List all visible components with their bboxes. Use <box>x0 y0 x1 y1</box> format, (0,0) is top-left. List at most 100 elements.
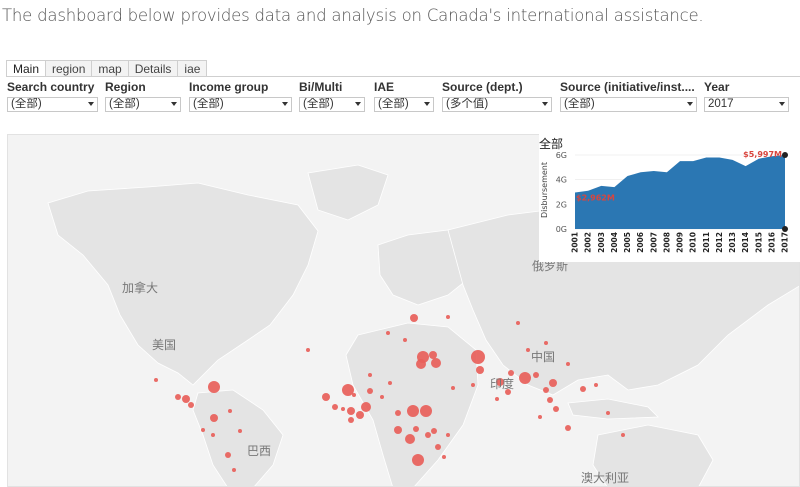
aid-bubble[interactable] <box>348 417 354 423</box>
source-initiative-select[interactable]: (全部) <box>560 97 697 112</box>
aid-bubble[interactable] <box>347 407 355 415</box>
disbursement-chart[interactable]: 全部 Disbursement 0G 2G 4G 6G 2001 2002 2003 200… <box>539 134 800 262</box>
tab-bar: Main region map Details iae <box>6 60 208 77</box>
chevron-down-icon <box>282 102 288 106</box>
x-tick-label: 2004 <box>610 232 619 253</box>
aid-bubble[interactable] <box>225 452 231 458</box>
income-group-select[interactable]: (全部) <box>189 97 292 112</box>
tab-map[interactable]: map <box>92 60 129 77</box>
aid-bubble[interactable] <box>388 381 392 385</box>
y-tick-label: 0G <box>556 225 567 234</box>
last-value-label: $5,997M <box>743 150 782 159</box>
aid-bubble[interactable] <box>405 434 415 444</box>
aid-bubble[interactable] <box>201 428 205 432</box>
tab-iae[interactable]: iae <box>178 60 208 77</box>
chart-title: 全部 <box>539 137 564 151</box>
aid-bubble[interactable] <box>208 381 220 393</box>
year-select[interactable]: 2017 <box>704 97 789 112</box>
region-select[interactable]: (全部) <box>105 97 181 112</box>
aid-bubble[interactable] <box>429 351 437 359</box>
aid-bubble[interactable] <box>416 359 426 369</box>
aid-bubble[interactable] <box>565 425 571 431</box>
aid-bubble[interactable] <box>543 387 549 393</box>
aid-bubble[interactable] <box>413 426 419 432</box>
tab-region[interactable]: region <box>46 60 93 77</box>
aid-bubble[interactable] <box>395 410 401 416</box>
aid-bubble[interactable] <box>435 444 441 450</box>
aid-bubble[interactable] <box>516 321 520 325</box>
aid-bubble[interactable] <box>606 411 610 415</box>
aid-bubble[interactable] <box>451 386 455 390</box>
aid-bubble[interactable] <box>471 350 485 364</box>
aid-bubble[interactable] <box>526 348 530 352</box>
end-point-marker[interactable] <box>782 152 788 159</box>
aid-bubble[interactable] <box>410 314 418 322</box>
aid-bubble[interactable] <box>442 455 446 459</box>
aid-bubble[interactable] <box>211 433 215 437</box>
aid-bubble[interactable] <box>495 397 499 401</box>
aid-bubble[interactable] <box>232 468 236 472</box>
aid-bubble[interactable] <box>182 395 190 403</box>
aid-bubble[interactable] <box>342 384 354 396</box>
aid-bubble[interactable] <box>322 393 330 401</box>
aid-bubble[interactable] <box>367 388 373 394</box>
aid-bubble[interactable] <box>380 395 384 399</box>
aid-bubble[interactable] <box>538 415 542 419</box>
filter-label: Region <box>105 80 146 94</box>
aid-bubble[interactable] <box>407 405 419 417</box>
aid-bubble[interactable] <box>446 315 450 319</box>
aid-bubble[interactable] <box>210 414 218 422</box>
aid-bubble[interactable] <box>431 358 441 368</box>
aid-bubble[interactable] <box>412 454 424 466</box>
aid-bubble[interactable] <box>228 409 232 413</box>
aid-bubble[interactable] <box>154 378 158 382</box>
aid-bubble[interactable] <box>425 432 431 438</box>
aid-bubble[interactable] <box>508 370 514 376</box>
iae-select[interactable]: (全部) <box>374 97 434 112</box>
tab-main[interactable]: Main <box>6 60 47 77</box>
aid-bubble[interactable] <box>188 402 194 408</box>
chevron-down-icon <box>779 102 785 106</box>
aid-bubble[interactable] <box>386 331 390 335</box>
bi-multi-select[interactable]: (全部) <box>299 97 365 112</box>
chevron-down-icon <box>424 102 430 106</box>
aid-bubble[interactable] <box>505 389 511 395</box>
aid-bubble[interactable] <box>352 393 356 397</box>
aid-bubble[interactable] <box>361 402 371 412</box>
aid-bubble[interactable] <box>544 341 548 345</box>
aid-bubble[interactable] <box>175 394 181 400</box>
aid-bubble[interactable] <box>553 406 559 412</box>
aid-bubble[interactable] <box>580 386 586 392</box>
aid-bubble[interactable] <box>356 411 364 419</box>
aid-bubble[interactable] <box>446 433 450 437</box>
aid-bubble[interactable] <box>420 405 432 417</box>
aid-bubble[interactable] <box>549 379 557 387</box>
aid-bubble[interactable] <box>533 372 539 378</box>
aid-bubble[interactable] <box>496 378 504 386</box>
aid-bubble[interactable] <box>238 429 242 433</box>
chevron-down-icon <box>687 102 693 106</box>
map-label-brazil: 巴西 <box>247 444 272 458</box>
filter-source-initiative: Source (initiative/inst.... (全部) <box>560 80 697 112</box>
aid-bubble[interactable] <box>519 372 531 384</box>
aid-bubble[interactable] <box>341 407 345 411</box>
aid-bubble[interactable] <box>332 404 338 410</box>
aid-bubble[interactable] <box>306 348 310 352</box>
aid-bubble[interactable] <box>594 383 598 387</box>
aid-bubble[interactable] <box>403 338 407 342</box>
filter-label: IAE <box>374 80 395 94</box>
aid-bubble[interactable] <box>566 362 570 366</box>
aid-bubble[interactable] <box>471 383 475 387</box>
aid-bubble[interactable] <box>431 428 437 434</box>
x-tick-label: 2017 <box>781 232 790 253</box>
aid-bubble[interactable] <box>368 373 372 377</box>
tab-details[interactable]: Details <box>128 60 179 77</box>
aid-bubble[interactable] <box>394 426 402 434</box>
aid-bubble[interactable] <box>547 397 553 403</box>
search-country-select[interactable]: (全部) <box>7 97 98 112</box>
source-dept-select[interactable]: (多个值) <box>442 97 552 112</box>
aid-bubble[interactable] <box>476 366 484 374</box>
x-tick-label: 2002 <box>584 232 593 253</box>
aid-bubble[interactable] <box>621 433 625 437</box>
x-tick-label: 2011 <box>702 232 711 253</box>
